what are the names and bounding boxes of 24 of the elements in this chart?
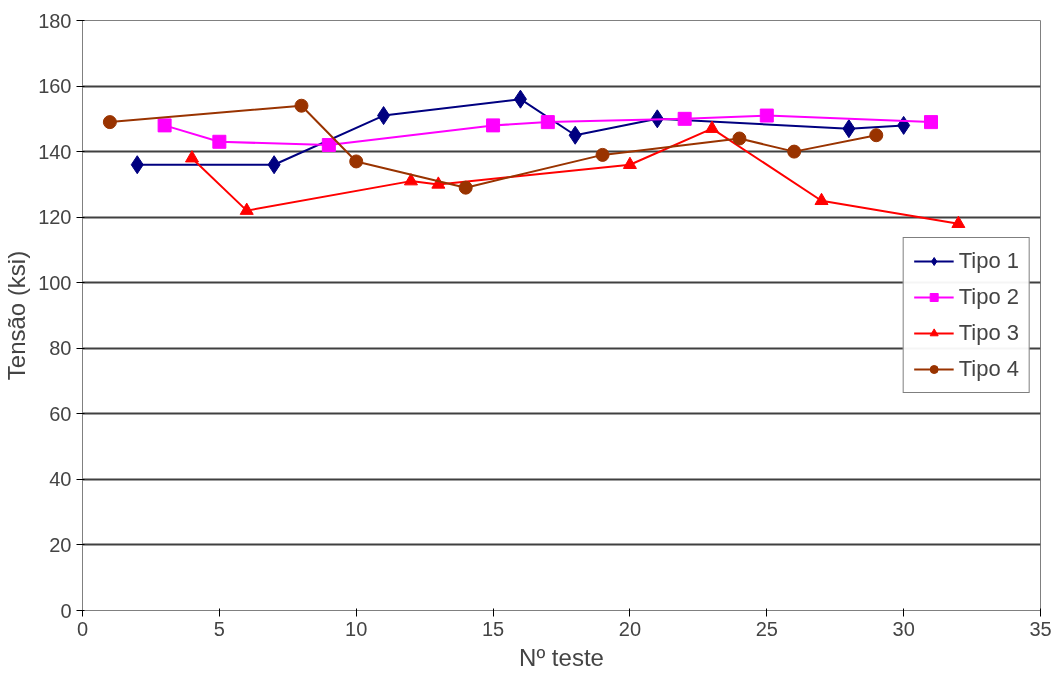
x-axis-title: Nº teste xyxy=(519,643,604,671)
x-tick-label: 30 xyxy=(892,617,915,640)
legend-label: Tipo 2 xyxy=(958,284,1019,310)
legend-label: Tipo 1 xyxy=(958,248,1019,274)
x-tick-label: 10 xyxy=(345,617,368,640)
y-axis-title: Tensão (ksi) xyxy=(3,250,31,381)
y-tick-label: 20 xyxy=(49,533,72,556)
legend-label: Tipo 3 xyxy=(958,320,1019,346)
x-tick-label: 35 xyxy=(1029,617,1052,640)
x-tick-label: 5 xyxy=(213,617,225,640)
y-tick-label: 100 xyxy=(38,271,72,294)
x-tick-label: 0 xyxy=(76,617,89,640)
legend-label: Tipo 4 xyxy=(958,356,1019,382)
y-tick-label: 140 xyxy=(38,140,72,163)
y-tick-label: 0 xyxy=(60,599,72,622)
x-tick-label: 20 xyxy=(618,617,642,640)
y-tick-label: 40 xyxy=(49,468,72,491)
y-tick-label: 160 xyxy=(38,75,72,98)
y-tick-label: 180 xyxy=(38,9,72,32)
y-tick-label: 80 xyxy=(49,337,72,360)
x-tick-label: 15 xyxy=(481,617,505,640)
y-tick-label: 60 xyxy=(49,402,72,425)
y-tick-label: 120 xyxy=(38,206,72,229)
x-tick-label: 25 xyxy=(755,617,778,640)
